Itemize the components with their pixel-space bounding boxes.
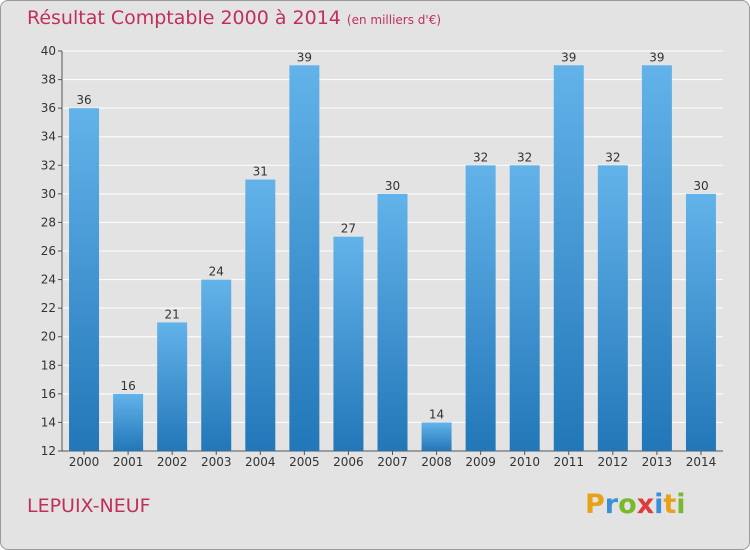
data-label: 36 xyxy=(76,93,91,107)
x-tick-label: 2012 xyxy=(598,455,629,469)
data-label: 39 xyxy=(297,50,312,64)
x-tick-label: 2003 xyxy=(201,455,232,469)
bar xyxy=(597,165,628,452)
data-label: 39 xyxy=(649,50,664,64)
y-tick-label: 12 xyxy=(41,444,56,458)
logo-letter: i xyxy=(654,489,664,520)
y-tick-label: 28 xyxy=(41,215,56,229)
data-label: 14 xyxy=(429,407,444,421)
x-tick-label: 2004 xyxy=(245,455,276,469)
y-tick-label: 24 xyxy=(41,273,56,287)
x-tick-label: 2010 xyxy=(509,455,540,469)
data-label: 21 xyxy=(165,307,180,321)
x-tick-label: 2011 xyxy=(553,455,584,469)
bar xyxy=(113,393,144,451)
x-tick-label: 2006 xyxy=(333,455,364,469)
chart-subtitle: (en milliers d'€) xyxy=(346,13,442,27)
bar xyxy=(465,165,496,452)
x-tick-label: 2001 xyxy=(113,455,144,469)
bar xyxy=(377,193,408,451)
y-tick-label: 18 xyxy=(41,358,56,372)
data-label: 24 xyxy=(209,265,224,279)
data-label: 27 xyxy=(341,222,356,236)
place-name: LEPUIX-NEUF xyxy=(27,495,151,517)
data-label: 32 xyxy=(473,150,488,164)
bar xyxy=(289,65,320,452)
logo-letter: t xyxy=(663,489,677,520)
data-label: 39 xyxy=(561,50,576,64)
data-label: 32 xyxy=(517,150,532,164)
x-tick-label: 2000 xyxy=(69,455,100,469)
x-tick-label: 2008 xyxy=(421,455,452,469)
y-tick-label: 16 xyxy=(41,387,56,401)
y-tick-label: 30 xyxy=(41,187,56,201)
logo-letter: P xyxy=(585,489,605,520)
y-tick-label: 40 xyxy=(41,44,56,58)
logo-letter: o xyxy=(618,489,637,520)
bar xyxy=(201,279,232,451)
x-tick-label: 2005 xyxy=(289,455,320,469)
y-tick-label: 34 xyxy=(41,130,56,144)
bar xyxy=(157,322,188,451)
y-tick-label: 22 xyxy=(41,301,56,315)
logo-letter: r xyxy=(604,489,619,520)
y-tick-label: 20 xyxy=(41,330,56,344)
bar xyxy=(509,165,540,452)
x-tick-label: 2013 xyxy=(642,455,673,469)
bar xyxy=(641,65,672,452)
bar xyxy=(69,108,100,452)
x-tick-label: 2002 xyxy=(157,455,188,469)
proxiti-logo: Proxiti xyxy=(585,489,686,520)
x-tick-label: 2009 xyxy=(465,455,496,469)
bar xyxy=(421,422,452,451)
bar xyxy=(685,193,716,451)
y-tick-label: 26 xyxy=(41,244,56,258)
bar xyxy=(553,65,584,452)
bar xyxy=(245,179,276,452)
chart-title-text: Résultat Comptable 2000 à 2014 xyxy=(27,7,341,29)
data-label: 32 xyxy=(605,150,620,164)
data-label: 31 xyxy=(253,165,268,179)
y-tick-label: 36 xyxy=(41,101,56,115)
logo-letter: x xyxy=(636,489,655,520)
bar xyxy=(333,236,364,451)
y-tick-label: 32 xyxy=(41,158,56,172)
data-label: 30 xyxy=(693,179,708,193)
logo-letter: i xyxy=(676,489,686,520)
chart-title: Résultat Comptable 2000 à 2014 (en millie… xyxy=(27,7,441,29)
y-tick-label: 14 xyxy=(41,415,56,429)
y-tick-label: 38 xyxy=(41,73,56,87)
data-label: 16 xyxy=(120,379,135,393)
x-tick-label: 2007 xyxy=(377,455,408,469)
x-tick-label: 2014 xyxy=(686,455,717,469)
data-label: 30 xyxy=(385,179,400,193)
